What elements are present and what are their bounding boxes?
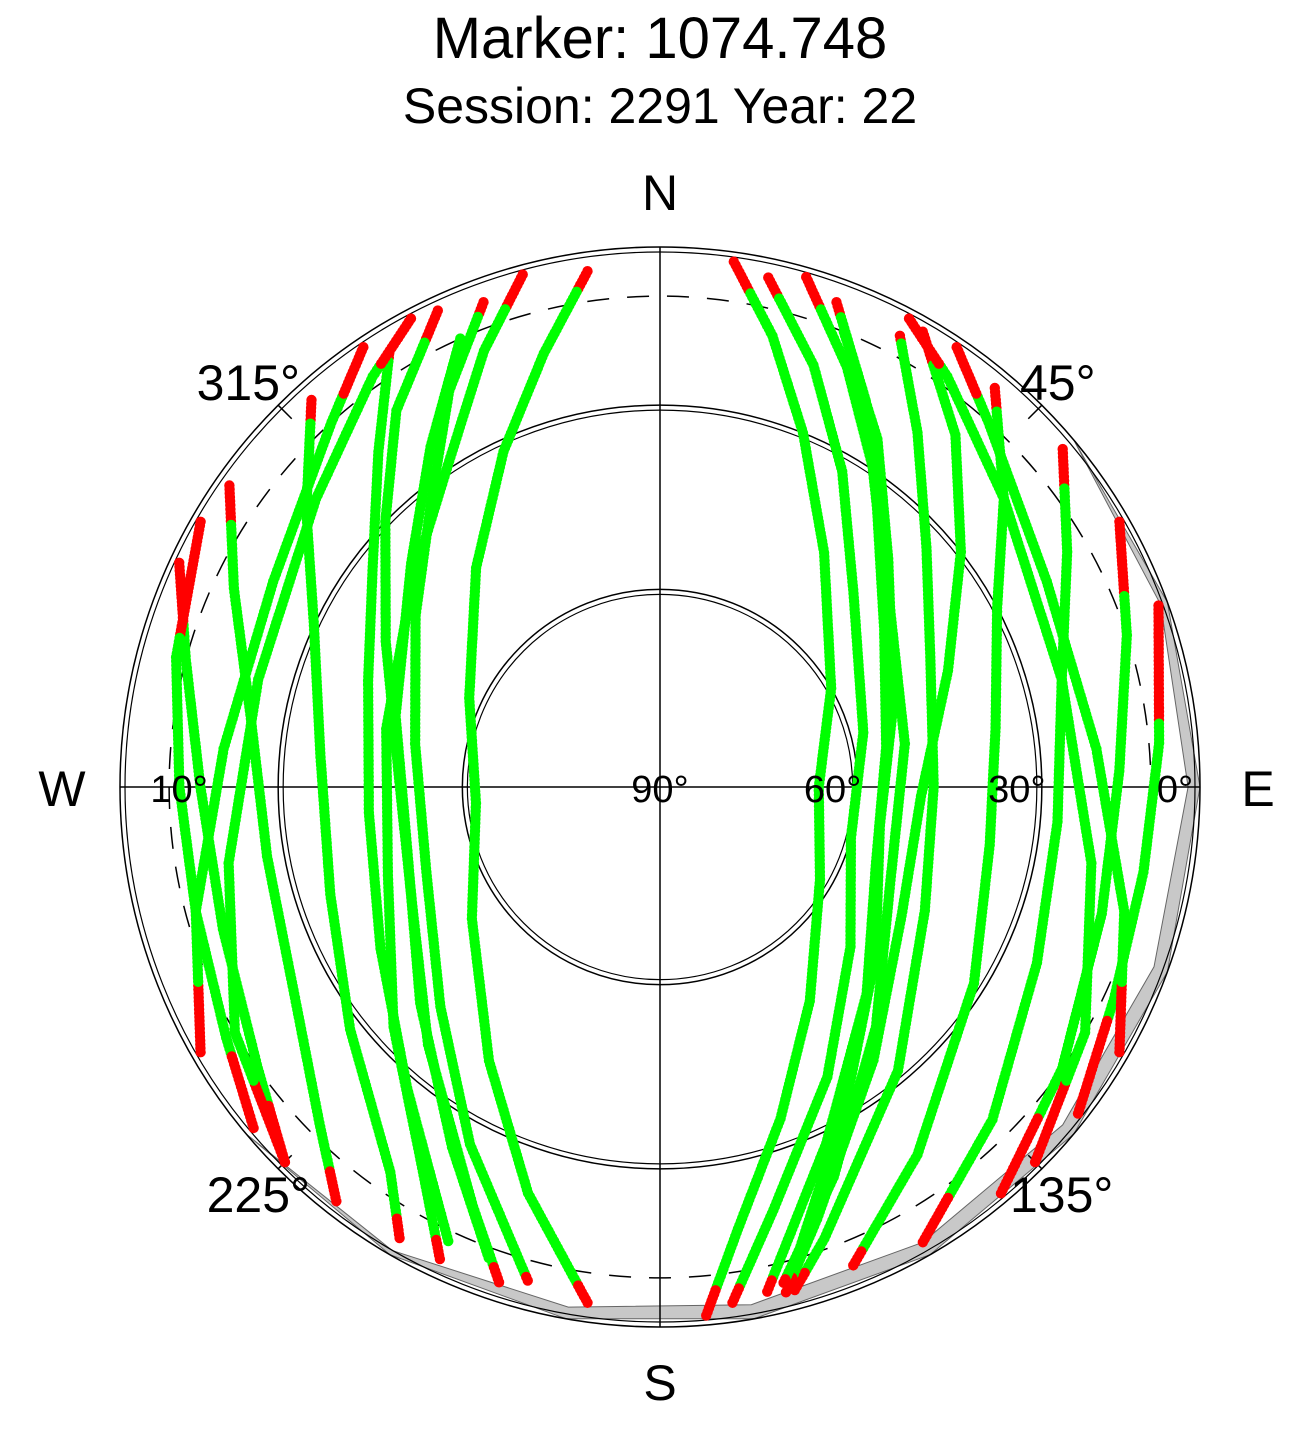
satellite-track [170,516,259,1134]
satellite-track [778,271,911,1289]
satellite-track [224,480,342,1207]
low-elevation-point [394,1232,405,1244]
satellite-track [789,330,939,1296]
low-elevation-point [493,1277,505,1288]
chart-subtitle: Session: 2291 Year: 22 [403,78,917,134]
low-elevation-point [522,1275,533,1286]
satellite-track [409,297,533,1286]
low-elevation-point [778,1277,789,1289]
satellite-track [223,313,417,1168]
low-elevation-point [1072,1108,1084,1119]
chart-title: Marker: 1074.748 [433,6,888,71]
track-point [483,1252,494,1264]
low-elevation-point [727,1297,738,1308]
low-elevation-point [917,1237,929,1248]
low-elevation-point [780,1287,792,1298]
polar-grid [119,246,1201,1328]
satellite-track [381,269,528,1265]
track-point [443,1235,454,1247]
low-elevation-point [248,1122,259,1134]
low-elevation-point [848,1260,859,1271]
azimuth-tick-315 [277,404,293,420]
low-elevation-point [762,1286,773,1297]
low-elevation-point [331,1196,342,1207]
satellite-tracks-layer [170,256,1165,1321]
low-elevation-point [701,1310,712,1321]
low-elevation-point [434,1253,446,1265]
satellite-track [727,272,869,1308]
satellite-track [701,256,837,1321]
satellite-track [301,394,405,1244]
azimuth-tick-45 [1027,404,1043,420]
low-elevation-point [582,1297,593,1308]
low-elevation-point [995,1188,1007,1199]
satellite-track [464,266,593,1308]
satellite-track [362,348,454,1247]
